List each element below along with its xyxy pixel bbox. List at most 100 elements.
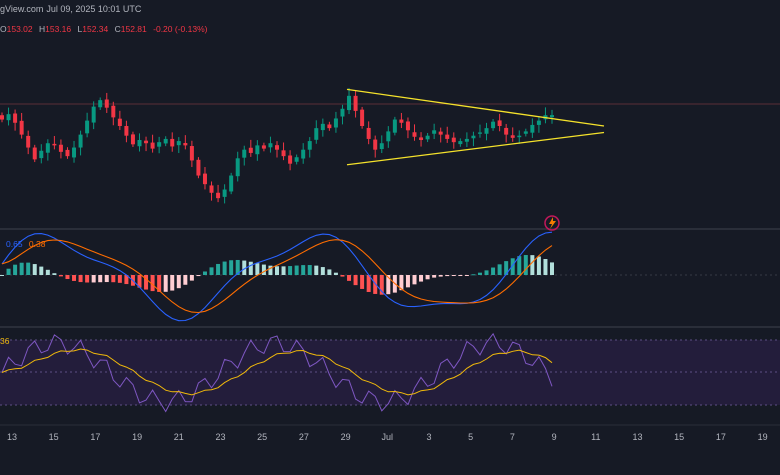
macd-histogram-bar bbox=[432, 275, 437, 278]
candle-body bbox=[333, 118, 338, 128]
candle-body bbox=[189, 146, 194, 161]
candle-body bbox=[353, 95, 358, 111]
candle-body bbox=[72, 147, 77, 158]
macd-histogram-bar bbox=[235, 259, 240, 275]
macd-histogram-bar bbox=[196, 275, 201, 277]
macd-histogram-bar bbox=[491, 267, 496, 275]
candle-body bbox=[491, 121, 496, 129]
macd-histogram-bar bbox=[163, 275, 168, 292]
macd-histogram-bar bbox=[412, 275, 417, 285]
candle-body bbox=[347, 95, 352, 111]
ohlc-legend: O153.02 H153.16 L152.34 C152.81 -0.20 (-… bbox=[0, 24, 211, 34]
macd-legend: 0.65 0.38 bbox=[6, 239, 45, 249]
candle-body bbox=[464, 138, 469, 142]
macd-histogram-bar bbox=[320, 267, 325, 275]
candle-body bbox=[451, 137, 456, 143]
macd-histogram-bar bbox=[144, 275, 149, 290]
x-tick-label: 15 bbox=[48, 432, 59, 442]
source-label: gView.com bbox=[0, 4, 44, 14]
candle-body bbox=[268, 143, 273, 148]
close-label: C bbox=[114, 24, 121, 34]
macd-histogram-bar bbox=[268, 265, 273, 275]
candle-body bbox=[130, 134, 135, 145]
candle-body bbox=[419, 137, 424, 140]
macd-histogram-bar bbox=[327, 269, 332, 275]
macd-histogram-bar bbox=[91, 275, 96, 283]
candle-body bbox=[366, 127, 371, 139]
candle-body bbox=[117, 118, 122, 126]
candle-body bbox=[58, 144, 63, 152]
macd-histogram-bar bbox=[104, 275, 109, 283]
candle-body bbox=[550, 115, 554, 118]
signal-line bbox=[1, 239, 553, 314]
candle-body bbox=[275, 145, 279, 150]
candle-body bbox=[163, 138, 168, 144]
macd-histogram-bar bbox=[39, 266, 44, 275]
x-tick-label: 19 bbox=[132, 432, 143, 442]
x-tick-label: 7 bbox=[509, 432, 515, 442]
macd-histogram-bar bbox=[497, 264, 502, 275]
chart-header: gView.com Jul 09, 2025 10:01 UTC bbox=[0, 4, 144, 14]
x-tick-label: 13 bbox=[6, 432, 18, 442]
candle-body bbox=[216, 192, 221, 199]
candle-body bbox=[13, 113, 18, 123]
macd-histogram-bar bbox=[255, 263, 260, 275]
candle-body bbox=[242, 149, 247, 158]
x-tick-label: 21 bbox=[173, 432, 184, 442]
macd-histogram-bar bbox=[347, 275, 352, 281]
macd-histogram-bar bbox=[78, 275, 83, 283]
lightning-icon bbox=[549, 217, 556, 229]
macd-histogram-bar bbox=[0, 275, 4, 276]
candle-body bbox=[530, 124, 535, 133]
candle-body bbox=[170, 138, 175, 147]
candle-body bbox=[26, 135, 31, 148]
macd-histogram-bar bbox=[510, 258, 515, 275]
candle-body bbox=[386, 131, 391, 142]
candle-body bbox=[477, 132, 482, 134]
candle-body bbox=[124, 126, 129, 136]
macd-histogram-bar bbox=[19, 262, 24, 275]
candle-body bbox=[288, 155, 293, 164]
candle-body bbox=[536, 120, 541, 125]
candle-body bbox=[248, 147, 253, 153]
candle-body bbox=[85, 120, 90, 134]
macd-histogram-bar bbox=[425, 275, 430, 280]
candle-body bbox=[39, 150, 44, 159]
macd-histogram-bar bbox=[301, 265, 306, 275]
x-tick-label: 9 bbox=[551, 432, 557, 442]
macd-histogram-bar bbox=[438, 275, 443, 277]
x-tick-label: 27 bbox=[298, 432, 309, 442]
open-label: O bbox=[0, 24, 7, 34]
macd-histogram-bar bbox=[360, 275, 365, 289]
macd-histogram-bar bbox=[216, 263, 221, 275]
x-tick-label: 11 bbox=[591, 432, 601, 442]
rsi-ma-line bbox=[1, 348, 553, 396]
macd-histogram-bar bbox=[419, 275, 424, 282]
change-value: -0.20 (-0.13%) bbox=[153, 24, 208, 34]
macd-histogram-bar bbox=[523, 255, 528, 275]
macd-histogram-bar bbox=[399, 275, 404, 291]
candle-body bbox=[196, 159, 201, 176]
macd-histogram-bar bbox=[340, 275, 345, 277]
macd-histogram-bar bbox=[176, 275, 181, 289]
macd-histogram-bar bbox=[45, 269, 50, 275]
candle-body bbox=[497, 120, 502, 126]
low-label: L bbox=[77, 24, 83, 34]
macd-histogram-bar bbox=[504, 261, 509, 275]
macd-histogram-bar bbox=[366, 275, 371, 292]
macd-histogram-bar bbox=[222, 261, 227, 275]
candle-body bbox=[19, 120, 24, 135]
macd-histogram-bar bbox=[58, 275, 63, 277]
triangle-upper-line bbox=[346, 88, 605, 127]
macd-histogram-bar bbox=[6, 268, 11, 275]
macd-histogram-bar bbox=[288, 266, 293, 275]
candle-body bbox=[65, 149, 70, 157]
candle-body bbox=[438, 131, 443, 135]
candle-body bbox=[301, 149, 306, 159]
macd-histogram-bar bbox=[98, 275, 103, 283]
candle-body bbox=[144, 140, 149, 144]
candle-body bbox=[517, 135, 522, 138]
candle-body bbox=[98, 100, 103, 108]
macd-histogram-bar bbox=[314, 265, 319, 275]
